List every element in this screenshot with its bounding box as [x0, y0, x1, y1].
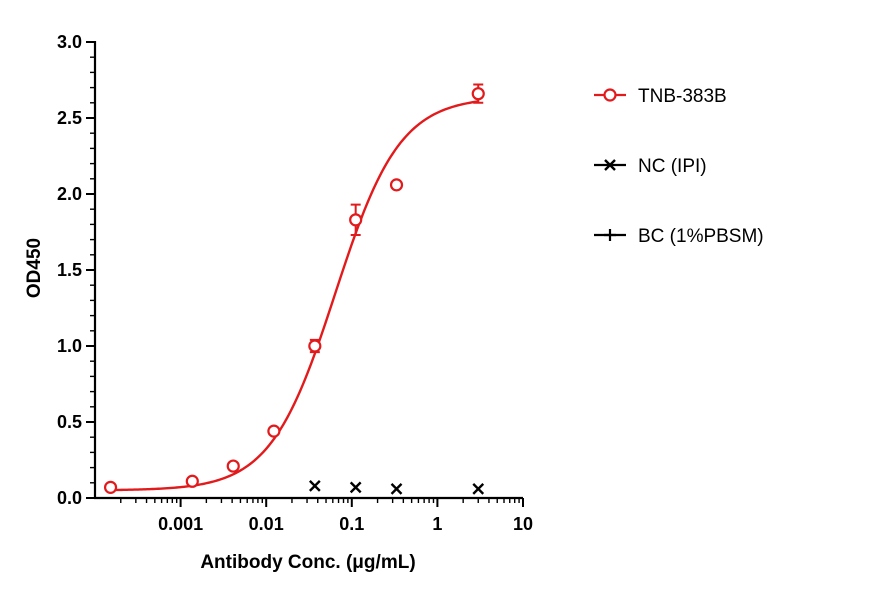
x-tick-label: 0.1: [339, 514, 364, 534]
axes: [93, 41, 523, 500]
data-point: [267, 424, 281, 438]
data-point: [389, 178, 404, 192]
fit-curves: [110, 100, 479, 492]
x-axis-title: Antibody Conc. (μg/mL): [200, 552, 415, 573]
x-tick-label: 0.001: [158, 514, 203, 534]
data-point: [471, 87, 485, 101]
data-point: [472, 483, 485, 495]
data-point: [308, 339, 322, 353]
x-tick-label: 1: [432, 514, 442, 534]
data-point: [349, 213, 363, 227]
data-point: [349, 481, 362, 494]
data-point: [185, 474, 199, 488]
fit-curve-tnb-383b: [110, 100, 479, 492]
legend-label: BC (1%PBSM): [638, 226, 764, 247]
data-point: [308, 479, 321, 492]
y-tick-label: 0.5: [57, 412, 82, 432]
data-marks: [103, 83, 485, 495]
data-point: [226, 459, 240, 473]
legend: TNB-383B NC (IPI) BC (1%PBSM): [594, 86, 764, 247]
legend-marker: [604, 159, 616, 171]
y-tick-label: 3.0: [57, 32, 82, 52]
x-tick-label: 0.01: [249, 514, 284, 534]
data-point: [103, 480, 118, 494]
y-axis-title: OD450: [24, 238, 45, 298]
legend-label: NC (IPI): [638, 156, 707, 177]
y-tick-label: 2.0: [57, 184, 82, 204]
data-point: [390, 483, 403, 495]
axis-ticks: 0.001 0.01 0.1 1 10 0.0 0.5 1.0 1.5 2.0 2.5 3.0: [57, 32, 533, 534]
y-tick-label: 0.0: [57, 488, 82, 508]
y-tick-label: 1.5: [57, 260, 82, 280]
legend-marker: [604, 229, 616, 241]
legend-label: TNB-383B: [638, 86, 727, 107]
y-tick-label: 2.5: [57, 108, 82, 128]
x-tick-label: 10: [513, 514, 533, 534]
legend-marker: [603, 88, 617, 102]
y-tick-label: 1.0: [57, 336, 82, 356]
